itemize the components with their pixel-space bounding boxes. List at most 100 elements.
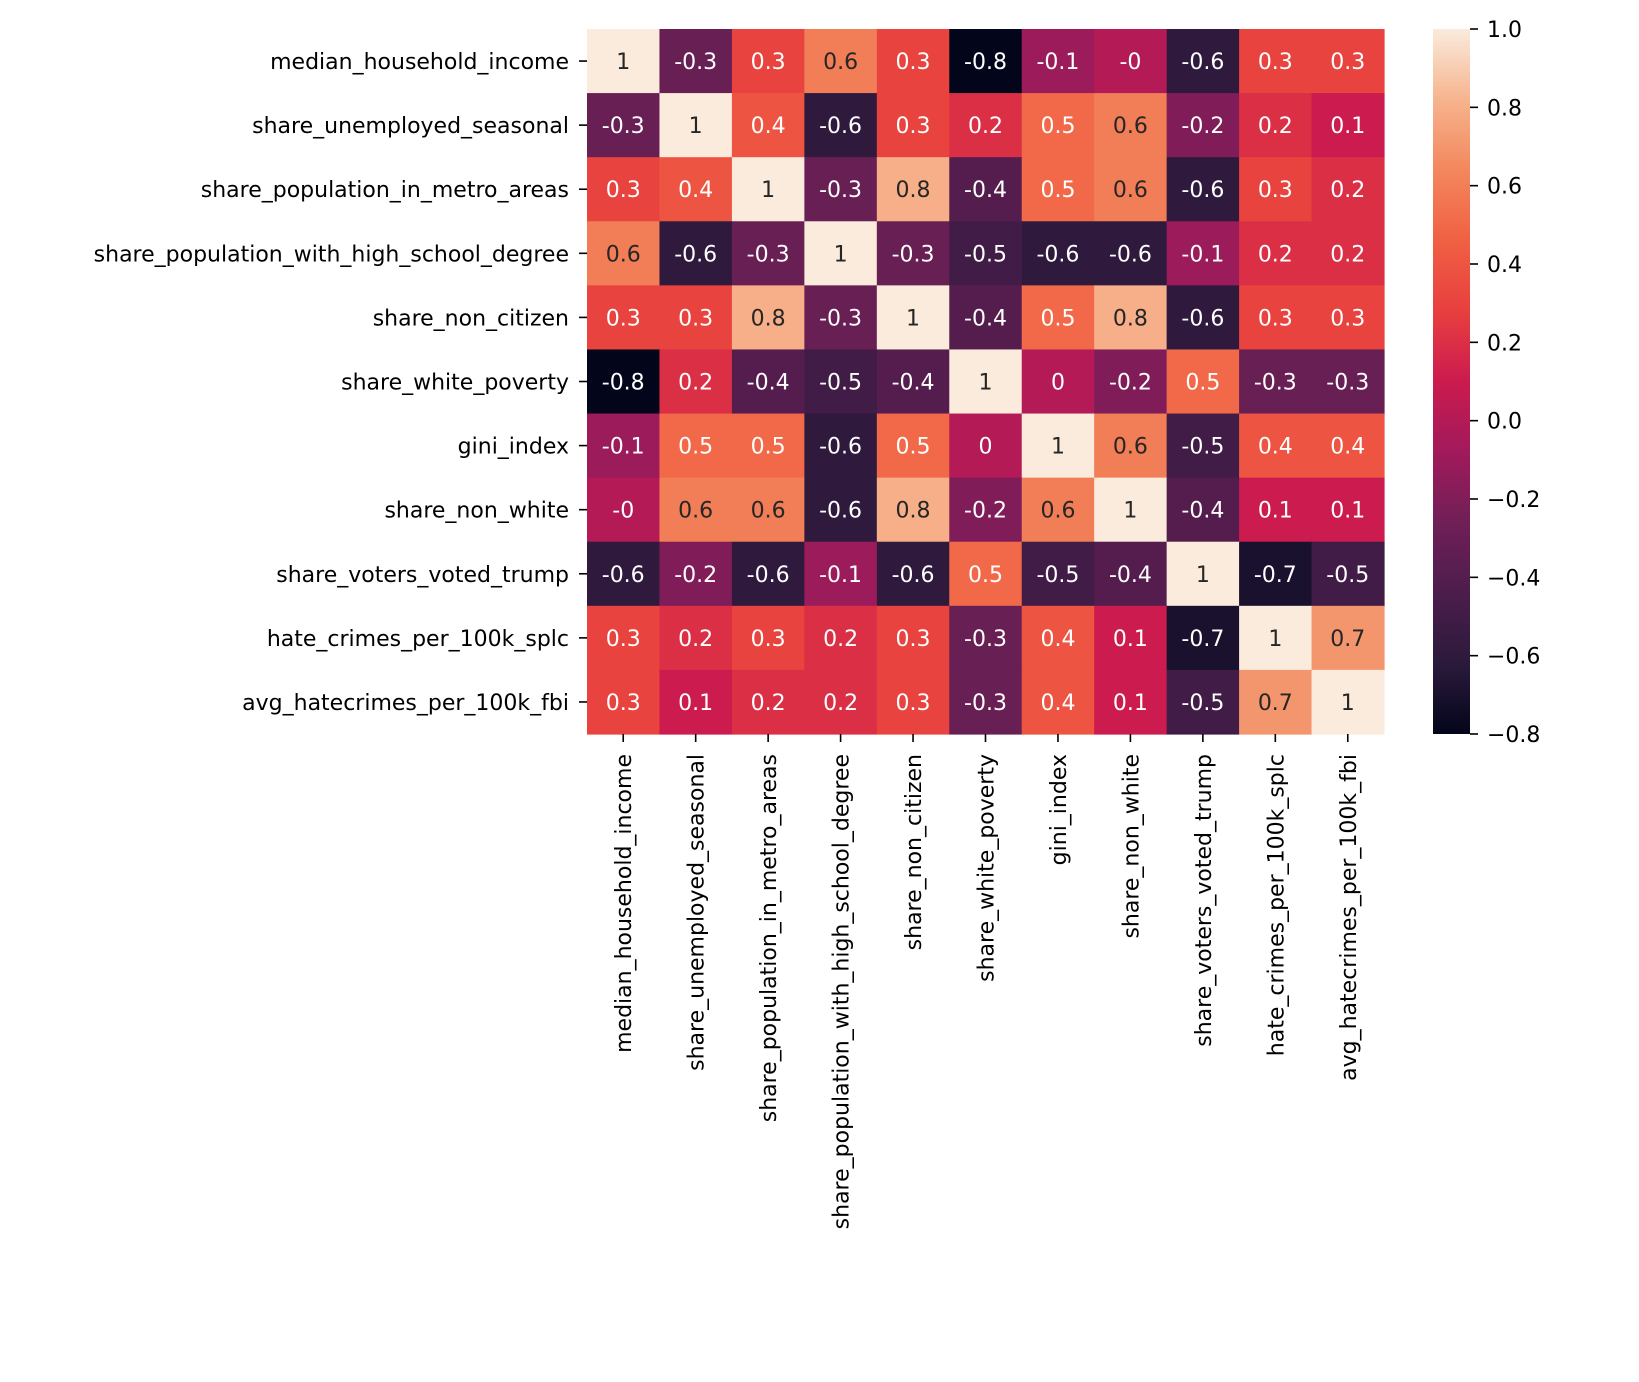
heatmap-cell <box>587 541 661 607</box>
cell-annotation: 0.6 <box>1113 178 1148 203</box>
heatmap-cell <box>731 157 805 222</box>
heatmap-cell <box>949 221 1023 286</box>
heatmap-cell <box>1021 605 1095 671</box>
heatmap-cell <box>1166 349 1240 415</box>
heatmap-cell <box>1094 605 1168 671</box>
heatmap-cell <box>659 157 733 222</box>
y-tick-label: share_unemployed_seasonal <box>252 114 569 139</box>
heatmap-cell <box>587 477 661 543</box>
heatmap-cell <box>1311 285 1385 351</box>
heatmap-cell <box>1094 285 1168 351</box>
heatmap-cell <box>659 221 733 286</box>
y-tick-label: median_household_income <box>270 50 569 75</box>
heatmap-cell <box>587 221 661 286</box>
heatmap-cell <box>804 669 878 735</box>
y-tick-label: hate_crimes_per_100k_splc <box>267 627 569 652</box>
colorbar: 1.0 0.8 0.6 0.4 0.2 0.0 −0.2 −0.4 −0.6 −0.8 <box>1433 18 1540 748</box>
cell-annotation: -0.4 <box>892 371 935 396</box>
cell-annotation: 0.2 <box>823 627 858 652</box>
heatmap-cell <box>1166 541 1240 607</box>
heatmap-cell <box>731 349 805 415</box>
x-tick-label: share_non_citizen <box>902 754 927 950</box>
cell-annotation: -0.4 <box>964 178 1007 203</box>
heatmap-cell <box>1311 221 1385 286</box>
cell-annotation: -0.4 <box>1181 499 1224 524</box>
y-tick-label: share_non_citizen <box>373 306 569 331</box>
heatmap-cell <box>731 285 805 351</box>
x-tick-label: share_population_with_high_school_degree <box>830 754 855 1229</box>
heatmap-cell <box>804 477 878 543</box>
cell-annotation: 0.5 <box>678 435 713 460</box>
heatmap-cell <box>1239 285 1313 351</box>
cell-annotation: 0.3 <box>751 50 786 75</box>
heatmap-cell <box>1021 541 1095 607</box>
y-axis-labels: median_household_income share_unemployed_… <box>94 50 587 716</box>
heatmap-cell <box>1021 285 1095 351</box>
cell-annotation: 0.2 <box>678 627 713 652</box>
cell-annotation: 0.4 <box>1040 627 1075 652</box>
heatmap-cell <box>587 29 661 94</box>
heatmap-cell <box>949 93 1023 158</box>
heatmap-cell <box>659 93 733 158</box>
cell-annotation: 0.1 <box>1258 499 1293 524</box>
cell-annotation: -0.2 <box>1181 114 1224 139</box>
cell-annotation: -0.5 <box>964 242 1007 267</box>
heatmap-cell <box>659 29 733 94</box>
colorbar-tick-label: −0.8 <box>1487 723 1540 748</box>
x-tick-label: share_unemployed_seasonal <box>685 754 710 1071</box>
heatmap-cell <box>1094 541 1168 607</box>
cell-annotation: -0.6 <box>819 114 862 139</box>
cell-annotation: 0.2 <box>1330 242 1365 267</box>
cell-annotation: 0.1 <box>678 691 713 716</box>
colorbar-tick-label: 0.2 <box>1487 331 1522 356</box>
heatmap-cell <box>949 29 1023 94</box>
heatmap-cell <box>804 221 878 286</box>
heatmap-cell <box>949 285 1023 351</box>
heatmap-cell <box>1311 669 1385 735</box>
x-tick-label: share_white_poverty <box>975 754 1000 982</box>
heatmap-cell <box>804 413 878 479</box>
cell-annotation: 0.3 <box>606 178 641 203</box>
heatmap-cell <box>659 285 733 351</box>
cell-annotation: 0.3 <box>1258 306 1293 331</box>
cell-annotation: -0 <box>1119 50 1141 75</box>
heatmap-cell <box>804 93 878 158</box>
cell-annotation: 0.3 <box>1258 178 1293 203</box>
heatmap-cell <box>587 285 661 351</box>
cell-annotation: 0.7 <box>1330 627 1365 652</box>
heatmap-cell <box>876 541 950 607</box>
cell-annotation: -0.4 <box>747 371 790 396</box>
heatmap-cell <box>1239 157 1313 222</box>
heatmap-cell <box>949 349 1023 415</box>
heatmap-cell <box>1239 541 1313 607</box>
cell-annotation: 0.7 <box>1258 691 1293 716</box>
cell-annotation: -0.4 <box>1109 563 1152 588</box>
heatmap-cell <box>1166 29 1240 94</box>
cell-annotation: 0.4 <box>1040 691 1075 716</box>
heatmap-cell <box>1311 413 1385 479</box>
cell-annotation: 0.3 <box>1330 306 1365 331</box>
heatmap-cell <box>804 29 878 94</box>
cell-annotation: -0.6 <box>1181 306 1224 331</box>
heatmap-cell <box>1094 669 1168 735</box>
cell-annotation: 0.3 <box>606 627 641 652</box>
cell-annotation: -0.3 <box>1254 371 1297 396</box>
cell-annotation: 1 <box>1268 627 1282 652</box>
heatmap-cell <box>1166 285 1240 351</box>
cell-annotation: 0 <box>1051 371 1065 396</box>
cell-annotation: 1 <box>1196 563 1210 588</box>
heatmap-cell <box>587 93 661 158</box>
heatmap-cell <box>1239 29 1313 94</box>
cell-annotation: -0.1 <box>1036 50 1079 75</box>
cell-annotation: -0.3 <box>747 242 790 267</box>
cell-annotation: -0.6 <box>1181 178 1224 203</box>
cell-annotation: -0.7 <box>1254 563 1297 588</box>
y-tick-label: share_population_with_high_school_degree <box>94 242 569 267</box>
x-tick-label: share_voters_voted_trump <box>1192 754 1217 1047</box>
heatmap-cell <box>804 285 878 351</box>
heatmap-cell <box>1166 477 1240 543</box>
cell-annotation: -0.4 <box>964 306 1007 331</box>
cell-annotation: 0.3 <box>751 627 786 652</box>
heatmap-cell <box>587 605 661 671</box>
cell-annotation: 0.5 <box>1040 114 1075 139</box>
